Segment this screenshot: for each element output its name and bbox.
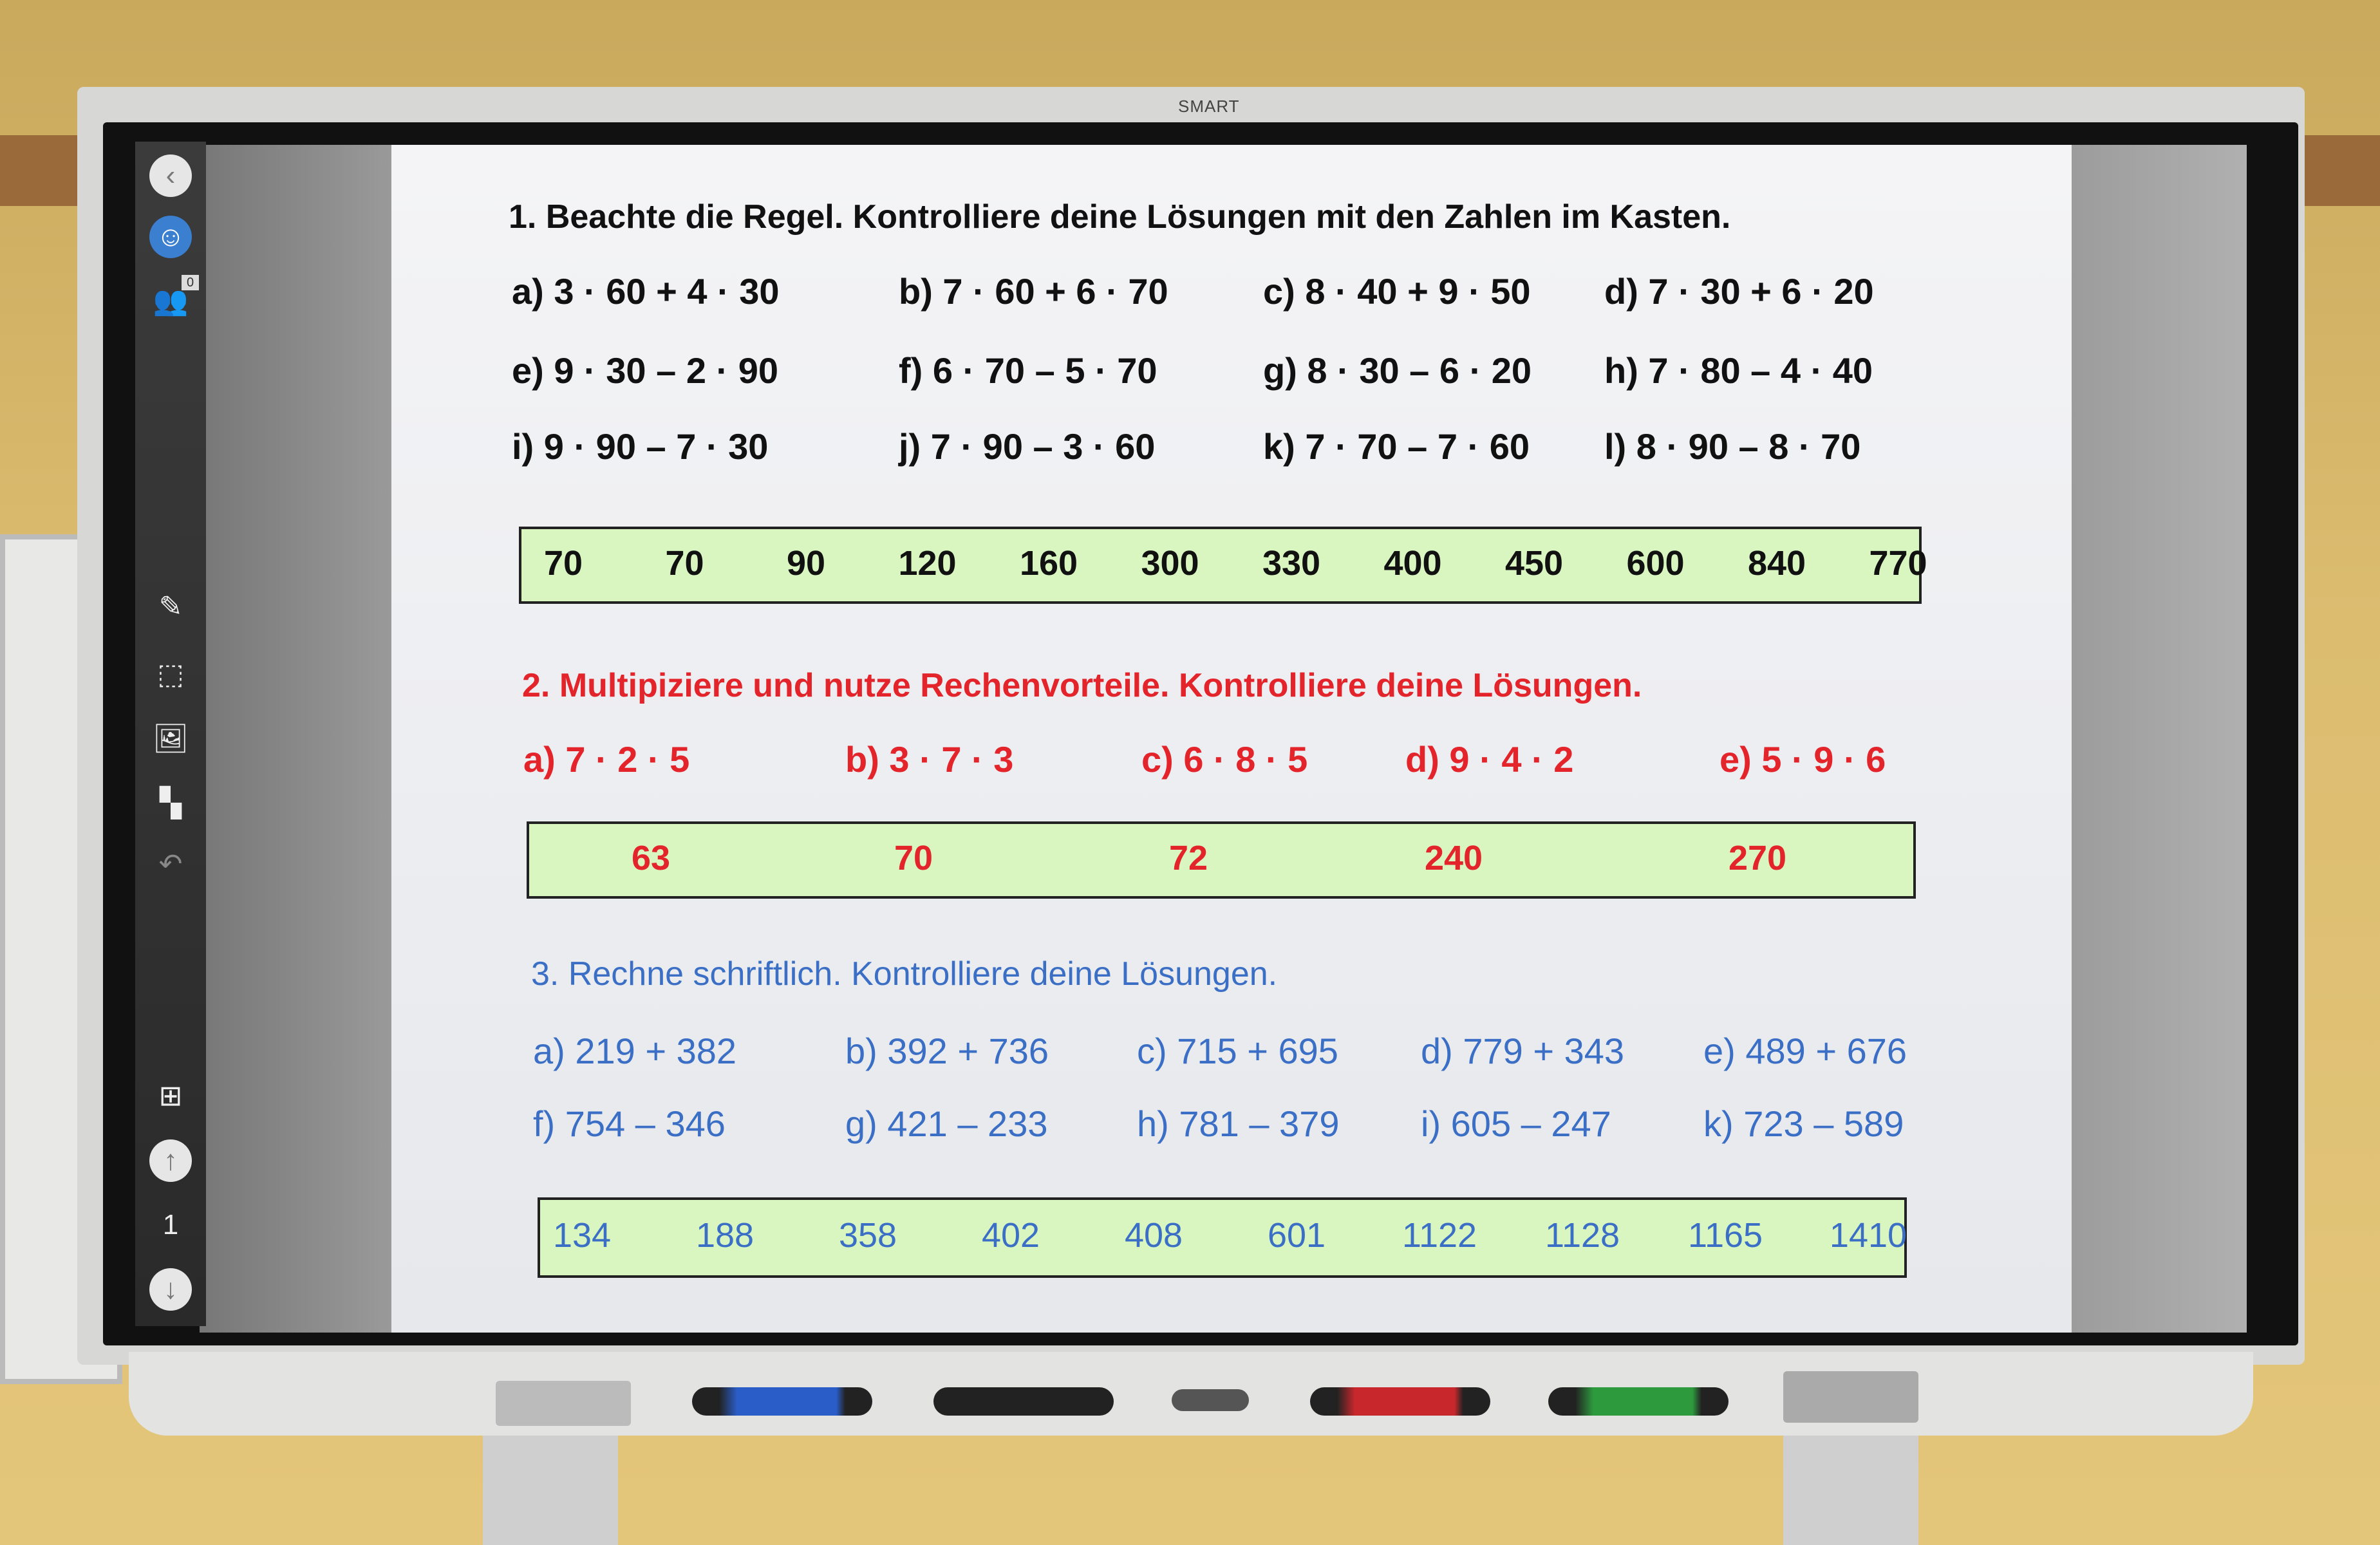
section2-answer-box: 63 70 72 240 270: [527, 821, 1916, 899]
back-button[interactable]: ‹: [149, 154, 192, 197]
answer-number: 270: [1728, 839, 1787, 877]
answer-number: 358: [838, 1216, 897, 1255]
section1-answer-box: 70 70 90 120 160 300 330 400 450 600 840 770: [519, 527, 1927, 604]
task-item: c) 6 · 8 · 5: [1141, 739, 1308, 780]
task-item: g) 8 · 30 – 6 · 20: [1263, 350, 1532, 391]
pen-tool-button[interactable]: ✎: [149, 586, 192, 628]
answer-number: 400: [1383, 544, 1442, 583]
task-item: h) 781 – 379: [1137, 1103, 1340, 1144]
task-item: k) 723 – 589: [1703, 1103, 1904, 1144]
arrow-down-icon: ↓: [164, 1273, 178, 1305]
answer-number: 1122: [1401, 1216, 1477, 1255]
task-item: a) 219 + 382: [533, 1031, 737, 1071]
toolbar-sidebar: ‹ ☺ 👥 0 ✎ ⬚ 🖼 ▚ ↶ ⊞ ↑ 1 ↓: [135, 142, 206, 1326]
answer-number: 134: [552, 1216, 612, 1255]
task-item: e) 9 · 30 – 2 · 90: [512, 350, 779, 391]
section1-heading: 1. Beachte die Regel. Kontrolliere deine…: [509, 198, 1731, 236]
chevron-left-icon: ‹: [165, 160, 176, 191]
add-widget-button[interactable]: ▚: [149, 782, 192, 825]
select-tool-button[interactable]: ⬚: [149, 653, 192, 696]
answer-number: 600: [1626, 544, 1685, 583]
undo-icon: ↶: [158, 848, 183, 880]
task-item: d) 779 + 343: [1421, 1031, 1625, 1071]
stand-leg-right: [1783, 1436, 1918, 1545]
section3-heading: 3. Rechne schriftlich. Kontrolliere dein…: [531, 955, 1278, 993]
page-counter[interactable]: 1: [149, 1204, 192, 1246]
answer-number: 601: [1267, 1216, 1326, 1255]
task-item: j) 7 · 90 – 3 · 60: [899, 426, 1156, 467]
answer-number: 63: [631, 839, 671, 877]
task-item: h) 7 · 80 – 4 · 40: [1604, 350, 1873, 391]
answer-number: 240: [1424, 839, 1483, 877]
answer-number: 70: [543, 544, 583, 583]
task-item: c) 8 · 40 + 9 · 50: [1263, 271, 1531, 312]
canvas-margin-right: [2072, 145, 2247, 1333]
worksheet-page: 1. Beachte die Regel. Kontrolliere deine…: [391, 145, 2072, 1333]
answer-number: 300: [1141, 544, 1199, 583]
page-up-button[interactable]: ↑: [149, 1139, 192, 1182]
image-add-icon: 🖼: [153, 723, 189, 754]
answer-number: 90: [786, 544, 826, 583]
task-item: i) 9 · 90 – 7 · 30: [512, 426, 769, 467]
answer-number: 188: [695, 1216, 754, 1255]
plus-box-icon: ⊞: [158, 1080, 183, 1112]
answer-number: 70: [894, 839, 933, 877]
task-item: f) 754 – 346: [533, 1103, 726, 1144]
task-item: e) 5 · 9 · 6: [1719, 739, 1886, 780]
answer-number: 1165: [1687, 1216, 1763, 1255]
task-item: d) 9 · 4 · 2: [1405, 739, 1574, 780]
task-item: g) 421 – 233: [845, 1103, 1048, 1144]
task-item: f) 6 · 70 – 5 · 70: [899, 350, 1157, 391]
answer-number: 160: [1019, 544, 1078, 583]
pencil-icon: ✎: [158, 591, 183, 623]
answer-number: 402: [981, 1216, 1040, 1255]
green-pen[interactable]: [1548, 1387, 1729, 1416]
black-pen[interactable]: [933, 1387, 1114, 1416]
task-item: l) 8 · 90 – 8 · 70: [1604, 426, 1861, 467]
users-icon: 👥: [153, 285, 189, 317]
answer-number: 72: [1168, 839, 1208, 877]
task-item: k) 7 · 70 – 7 · 60: [1263, 426, 1530, 467]
widgets-icon: ▚: [160, 787, 182, 819]
answer-number: 450: [1504, 544, 1564, 583]
task-item: b) 7 · 60 + 6 · 70: [899, 271, 1168, 312]
answer-number: 1410: [1829, 1216, 1907, 1255]
section2-heading: 2. Multipiziere und nutze Rechenvorteile…: [522, 667, 1642, 704]
task-item: b) 3 · 7 · 3: [845, 739, 1014, 780]
section3-answer-box: 134 188 358 402 408 601 1122 1128 1165 1410: [538, 1197, 1907, 1278]
insert-image-button[interactable]: 🖼: [149, 718, 192, 760]
answer-number: 770: [1869, 544, 1927, 583]
stand-leg-left: [483, 1436, 618, 1545]
red-pen[interactable]: [1310, 1387, 1490, 1416]
selection-icon: ⬚: [157, 659, 184, 690]
answer-number: 1128: [1544, 1216, 1620, 1255]
answer-number: 70: [665, 544, 704, 583]
page-down-button[interactable]: ↓: [149, 1268, 192, 1311]
answer-number: 330: [1262, 544, 1321, 583]
eraser[interactable]: [1172, 1389, 1249, 1411]
brand-logo: SMART: [1178, 97, 1240, 116]
task-item: a) 3 · 60 + 4 · 30: [512, 271, 780, 312]
participants-button[interactable]: 👥 0: [149, 275, 200, 323]
add-page-button[interactable]: ⊞: [149, 1075, 192, 1118]
participants-count-badge: 0: [182, 275, 200, 290]
arrow-up-icon: ↑: [164, 1145, 178, 1176]
task-item: c) 715 + 695: [1137, 1031, 1338, 1071]
task-item: i) 605 – 247: [1421, 1103, 1611, 1144]
task-item: d) 7 · 30 + 6 · 20: [1604, 271, 1874, 312]
blue-pen[interactable]: [692, 1387, 872, 1416]
avatar-button[interactable]: ☺: [149, 216, 192, 258]
tray-button-left[interactable]: [496, 1381, 631, 1426]
answer-number: 120: [898, 544, 957, 583]
task-item: b) 392 + 736: [845, 1031, 1049, 1071]
answer-number: 408: [1124, 1216, 1183, 1255]
answer-number: 840: [1747, 544, 1806, 583]
tray-button-right[interactable]: [1783, 1371, 1918, 1423]
avatar-icon: ☺: [156, 221, 185, 252]
pages-icon: 1: [162, 1209, 179, 1241]
task-item: e) 489 + 676: [1703, 1031, 1907, 1071]
task-item: a) 7 · 2 · 5: [523, 739, 690, 780]
undo-button[interactable]: ↶: [149, 843, 192, 886]
pen-tray: [129, 1352, 2253, 1436]
